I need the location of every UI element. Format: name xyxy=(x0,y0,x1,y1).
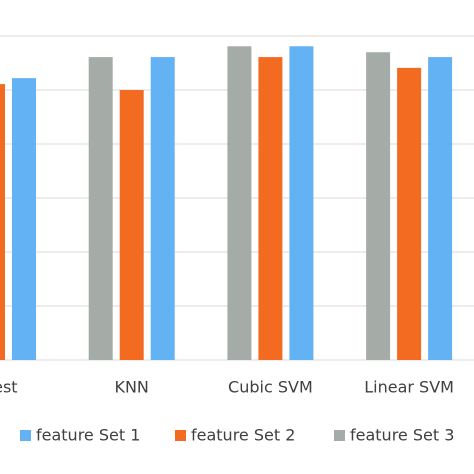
bar xyxy=(150,57,175,361)
bar xyxy=(88,57,113,361)
legend-label: feature Set 3 xyxy=(350,426,454,445)
bar xyxy=(397,67,422,360)
x-tick-label: KNN xyxy=(114,378,148,397)
legend-swatch xyxy=(20,430,31,441)
legend-swatch xyxy=(175,430,186,441)
bar xyxy=(258,57,283,361)
bar xyxy=(12,78,36,360)
x-tick-label: Forest xyxy=(0,378,18,397)
bar xyxy=(227,46,252,360)
x-tick-label: Linear SVM xyxy=(364,378,454,397)
bar xyxy=(289,46,314,360)
bar xyxy=(0,84,5,361)
legend-label: feature Set 1 xyxy=(36,426,140,445)
x-tick-label: Cubic SVM xyxy=(228,378,313,397)
legend-swatch xyxy=(334,430,345,441)
bar xyxy=(119,90,144,361)
legend-label: feature Set 2 xyxy=(191,426,295,445)
bar xyxy=(366,52,391,360)
bar xyxy=(428,57,453,361)
